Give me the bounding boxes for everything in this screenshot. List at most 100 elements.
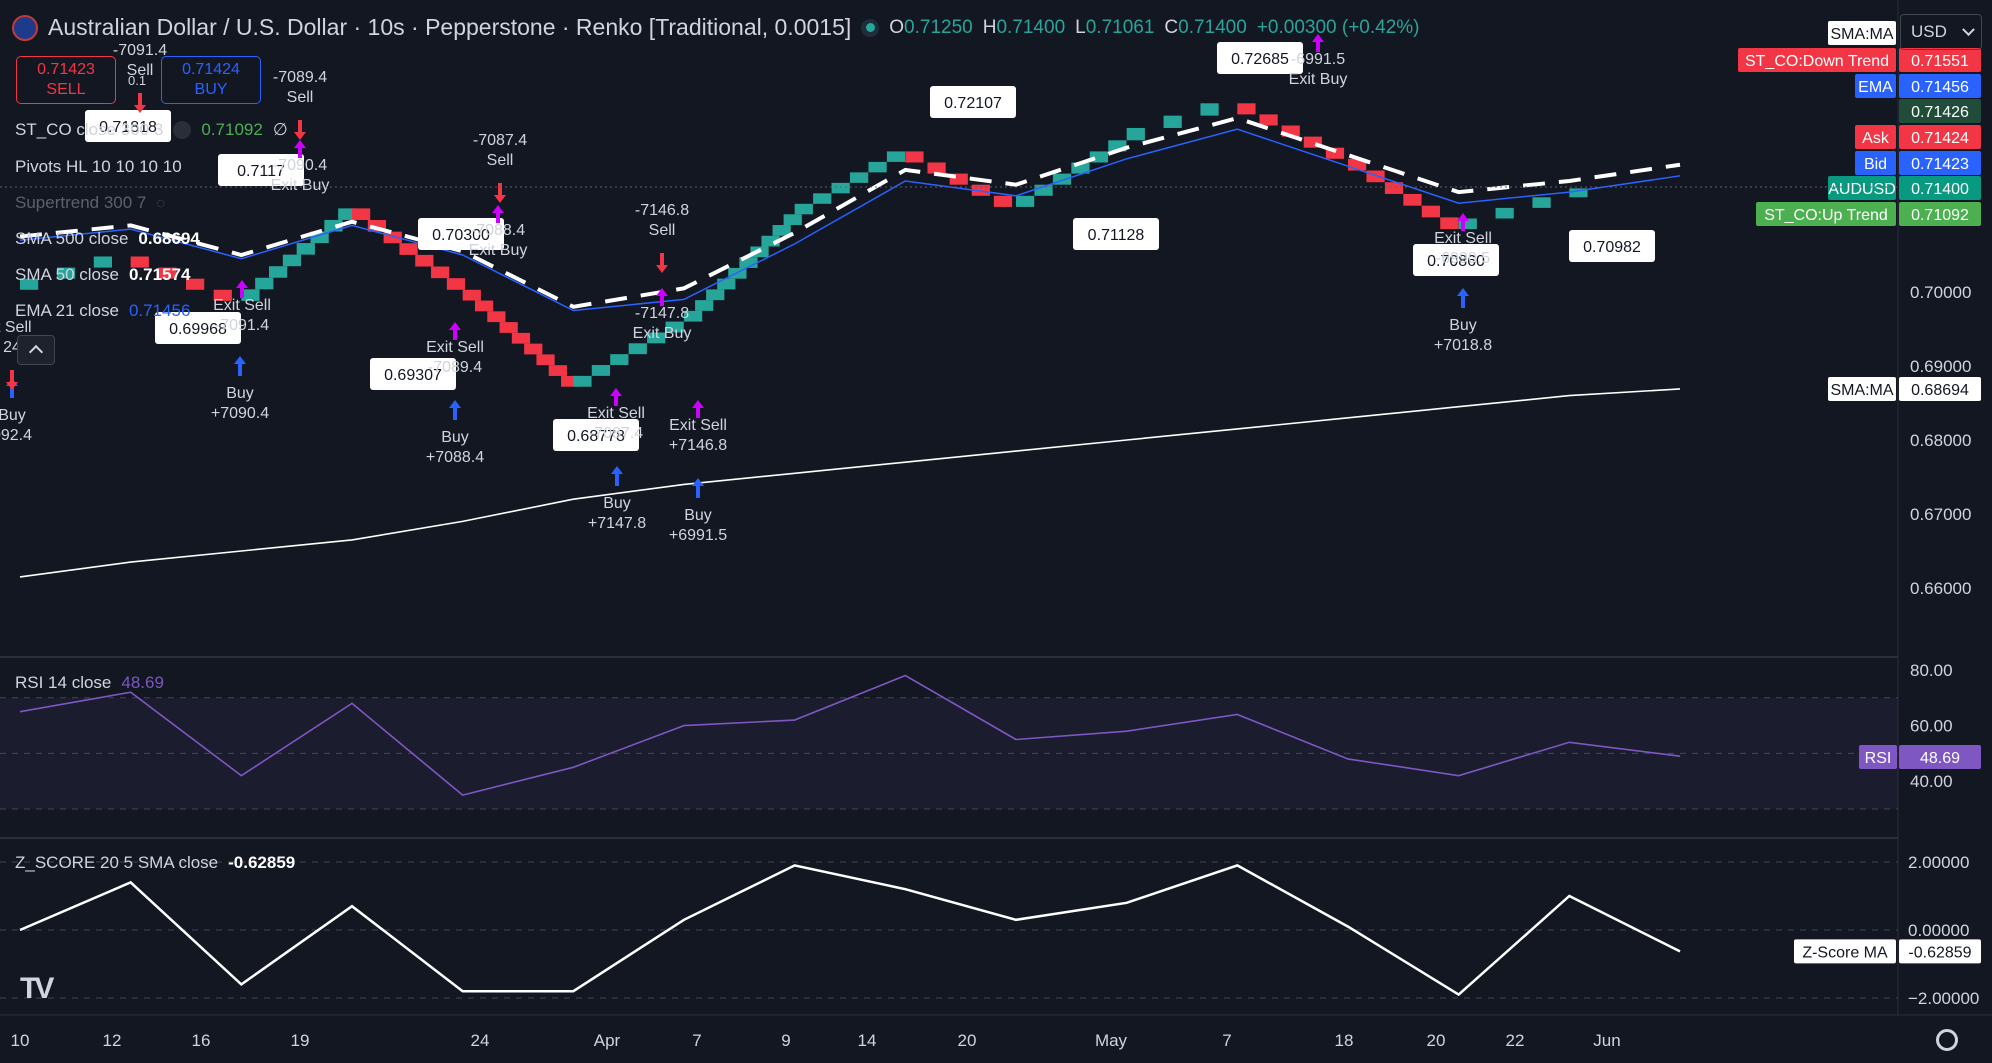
ohlc-key: C	[1164, 16, 1179, 38]
exit-arrow-icon	[449, 322, 461, 340]
currency-selector[interactable]: USD	[1900, 14, 1982, 50]
pivot-label-box	[930, 86, 1016, 118]
renko-brick	[1126, 127, 1145, 141]
legend-rsi-name: RSI 14 close	[15, 673, 112, 692]
pivot-label-box	[418, 218, 504, 250]
renko-brick	[241, 289, 260, 301]
renko-brick	[1071, 162, 1090, 174]
trade-signal-label: -6991.5 Exit Buy	[1289, 51, 1348, 88]
renko-brick	[717, 278, 736, 290]
renko-brick	[296, 243, 315, 255]
ohlc-value: 0.71250	[904, 16, 973, 38]
legend-rsi[interactable]: RSI 14 close 48.69	[15, 673, 164, 693]
time-axis-label: 14	[858, 1031, 877, 1050]
legend-ema21[interactable]: EMA 21 close 0.71456	[15, 301, 190, 321]
renko-brick	[446, 278, 466, 290]
time-axis-label: May	[1095, 1031, 1128, 1050]
time-axis-label: 10	[11, 1031, 30, 1050]
price-tag-name: Ask	[1862, 130, 1890, 147]
time-axis-label: Apr	[594, 1031, 621, 1050]
renko-brick	[1016, 195, 1035, 207]
renko-brick	[1108, 140, 1127, 152]
indicator-settings-icon[interactable]	[173, 121, 192, 139]
sma-50-line	[19, 116, 1681, 309]
renko-brick	[20, 278, 39, 290]
price-tag-name-box	[1756, 202, 1896, 226]
renko-brick	[269, 266, 288, 278]
legend-sma500-name: SMA 500 close	[15, 229, 129, 248]
price-tag-value: 0.68694	[1911, 382, 1969, 399]
legend-st-co[interactable]: ST_CO close 300 3 0.71092 ∅	[15, 120, 288, 140]
exit-arrow-icon	[294, 140, 306, 158]
renko-brick	[1303, 136, 1322, 148]
legend-zscore-name: Z_SCORE 20 5 SMA close	[15, 853, 219, 872]
time-axis-label: 20	[958, 1031, 977, 1050]
legend-sma50[interactable]: SMA 50 close 0.71574	[15, 265, 190, 285]
renko-brick	[56, 267, 76, 279]
trade-signal-label: -7147.8 Exit Buy	[633, 305, 692, 342]
market-status-icon[interactable]	[861, 18, 880, 37]
renko-brick	[1366, 170, 1385, 183]
trade-signal-label: Exit Sell -6990.5	[1434, 230, 1492, 267]
buy-price: 0.71424	[182, 61, 240, 78]
legend-zscore-value: -0.62859	[228, 853, 296, 872]
renko-brick	[310, 231, 329, 244]
buy-arrow-icon	[449, 400, 461, 420]
tradingview-logo[interactable]: TV	[20, 972, 54, 1005]
price-tag-value-box	[1899, 377, 1981, 401]
pivot-label: 0.72107	[944, 95, 1002, 112]
price-tick-label: 0.66000	[1910, 579, 1971, 598]
rsi-tag-name-box	[1859, 745, 1897, 770]
renko-brick	[548, 365, 567, 376]
renko-brick	[511, 332, 531, 344]
renko-brick	[415, 254, 434, 267]
price-tag-name: AUDUSD	[1828, 181, 1896, 198]
renko-brick	[706, 289, 725, 301]
time-axis-label: 16	[192, 1031, 211, 1050]
exit-arrow-icon	[236, 280, 248, 298]
renko-brick	[1281, 125, 1300, 137]
legend-st-co-extra: ∅	[272, 120, 288, 139]
exit-arrow-icon	[692, 400, 704, 418]
renko-brick	[93, 256, 112, 268]
price-tag-name-box	[1828, 176, 1896, 200]
gear-icon[interactable]	[1936, 1029, 1958, 1051]
renko-brick	[1259, 114, 1278, 126]
renko-brick	[130, 256, 149, 268]
pivot-label-box	[553, 419, 639, 451]
buy-button[interactable]: 0.71424 BUY	[161, 56, 261, 104]
renko-brick	[255, 277, 274, 290]
symbol-title[interactable]: Australian Dollar / U.S. Dollar · 10s · …	[48, 14, 852, 40]
price-tag-value-box	[1899, 99, 1981, 123]
zscore-tick-label: 2.00000	[1908, 853, 1969, 872]
pivot-label-box	[1413, 244, 1499, 276]
renko-brick	[993, 195, 1013, 207]
renko-brick	[487, 311, 506, 323]
trade-signal-label: Exit Sell -7087.4	[587, 405, 645, 442]
trade-signal-label: -7146.8 Sell	[635, 202, 689, 239]
renko-brick	[462, 289, 481, 301]
pivot-label-box	[85, 110, 171, 142]
collapse-legend-button[interactable]	[17, 335, 55, 365]
sell-button[interactable]: 0.71423 SELL	[16, 56, 116, 104]
renko-brick	[431, 266, 450, 279]
renko-brick	[831, 182, 850, 194]
renko-brick	[158, 267, 177, 279]
legend-supertrend[interactable]: Supertrend 300 7 ◌	[15, 193, 165, 213]
trade-signal-label: Buy +7147.8	[588, 495, 646, 532]
price-tag-value: 0.71456	[1911, 79, 1969, 96]
renko-brick	[213, 289, 232, 301]
legend-sma500[interactable]: SMA 500 close 0.68694	[15, 229, 200, 249]
pivot-label: 0.70300	[432, 227, 490, 244]
zscore-tag-value: -0.62859	[1908, 944, 1971, 961]
renko-brick	[573, 375, 592, 387]
hidden-eye-icon[interactable]: ◌	[156, 194, 166, 212]
legend-pivots[interactable]: Pivots HL 10 10 10 10	[15, 157, 182, 177]
pivot-label-box	[1569, 230, 1655, 262]
price-tag-name-box	[1828, 377, 1896, 401]
legend-zscore[interactable]: Z_SCORE 20 5 SMA close -0.62859	[15, 853, 295, 873]
rsi-line	[19, 674, 1681, 796]
rsi-tick-label: 40.00	[1910, 772, 1953, 791]
renko-brick	[665, 321, 684, 333]
